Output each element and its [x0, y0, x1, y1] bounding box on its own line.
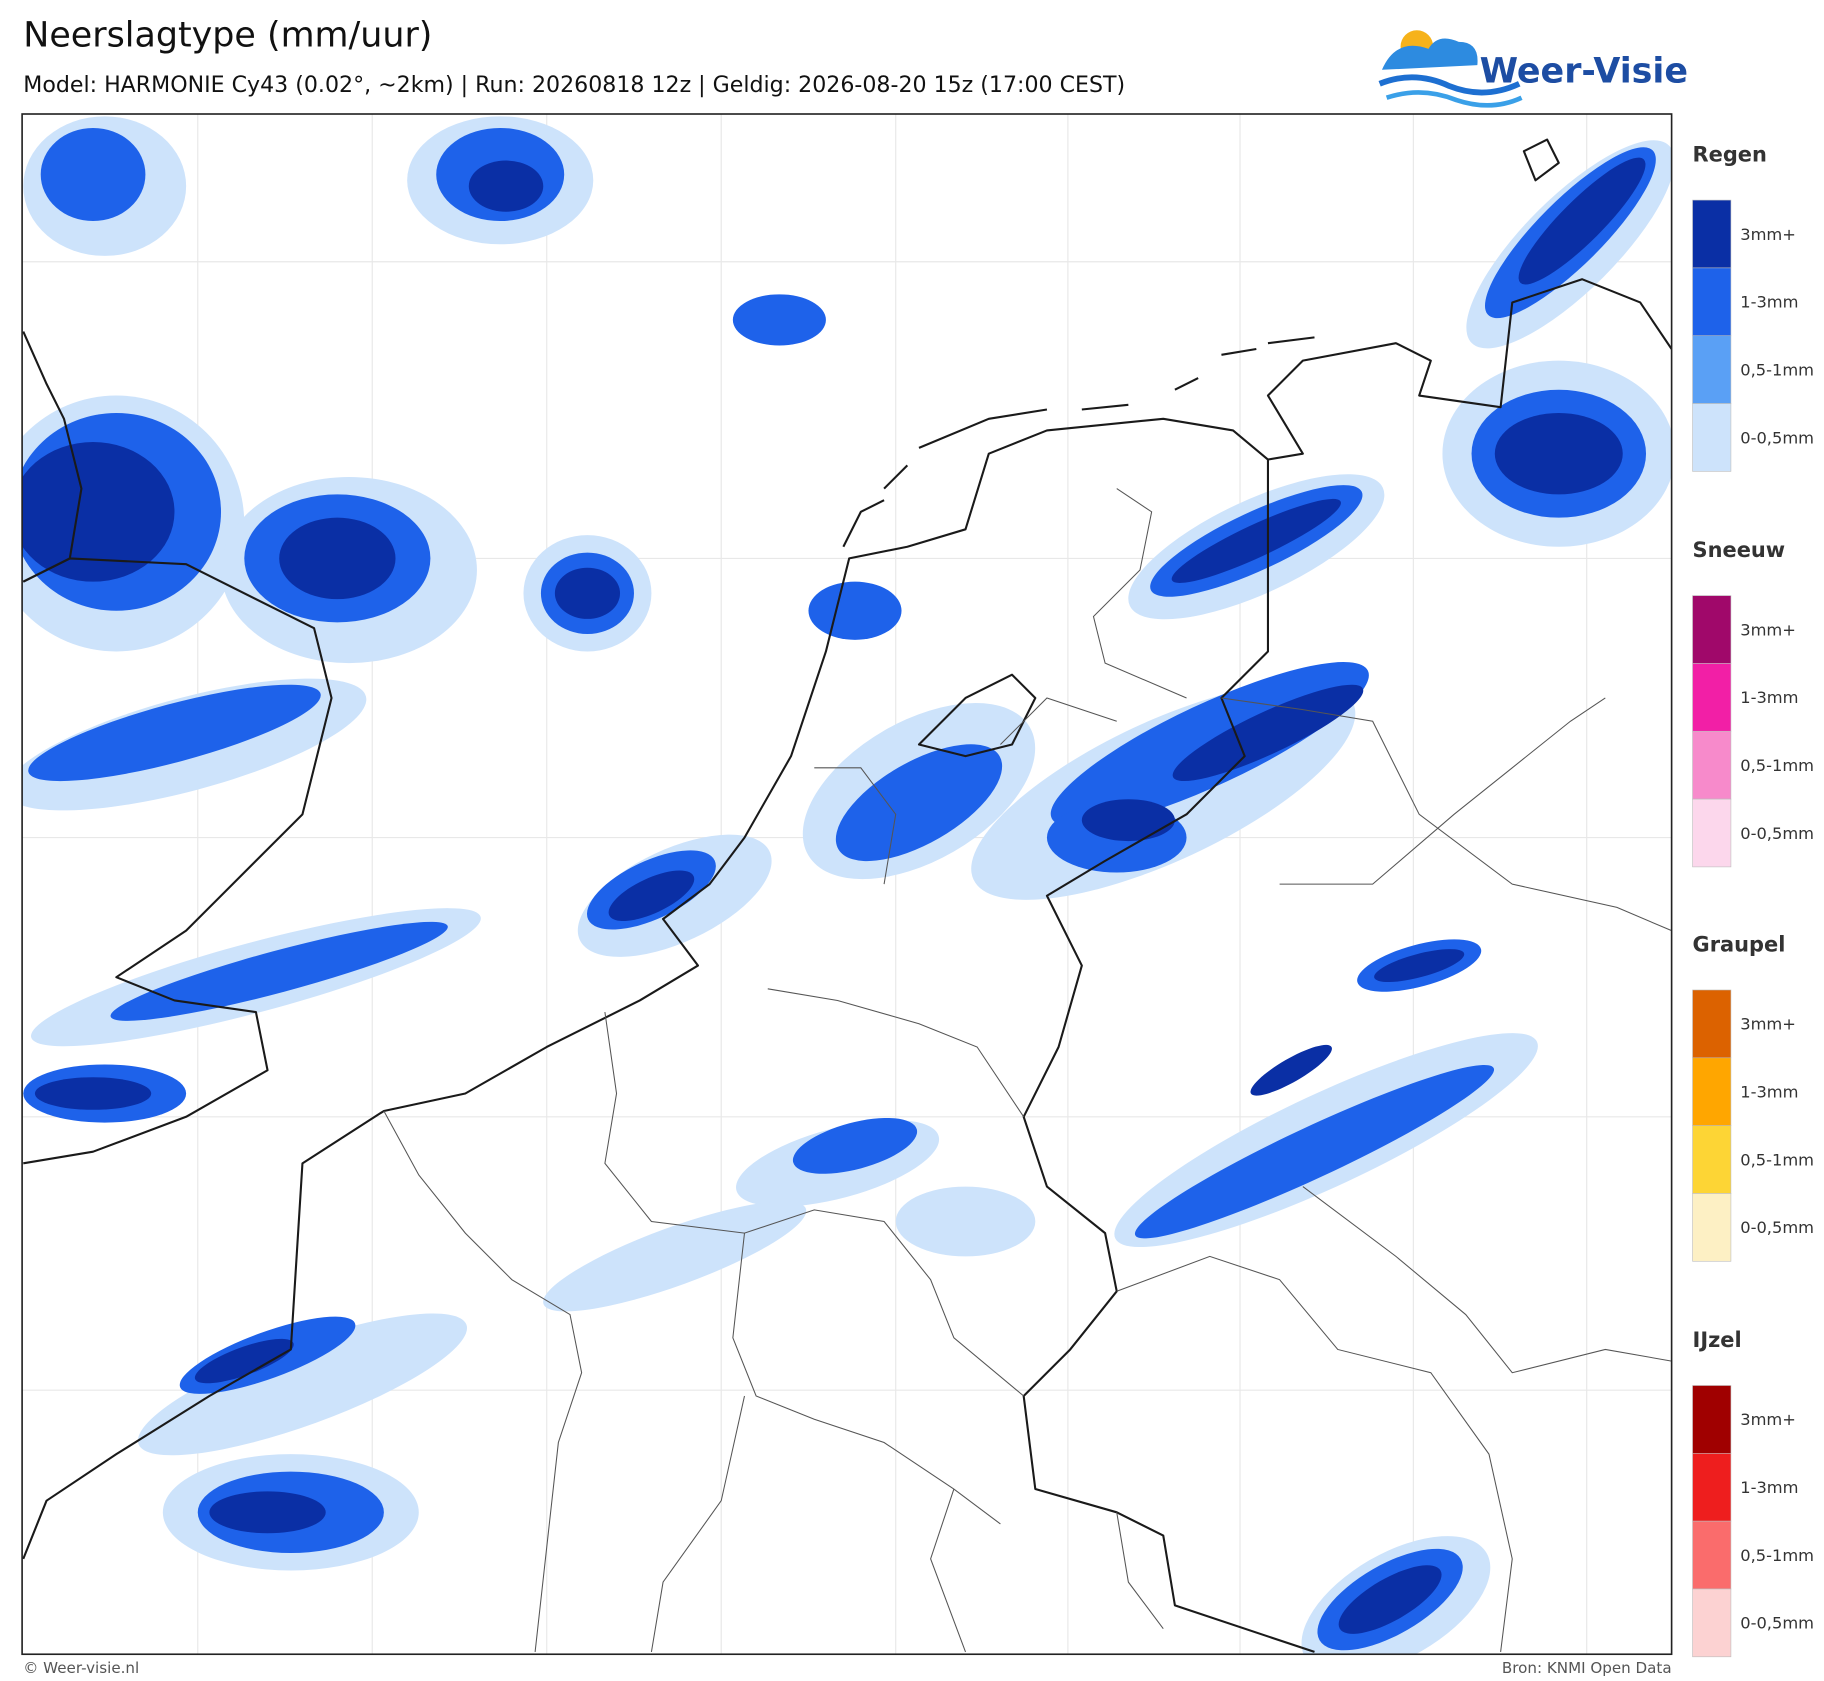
legend-swatch	[1692, 1057, 1732, 1126]
legend-label: 1-3mm	[1740, 1478, 1798, 1497]
legend-label: 1-3mm	[1740, 293, 1798, 312]
legend-swatch	[1692, 1520, 1732, 1590]
map-frame	[21, 113, 1673, 1656]
legend-label: 3mm+	[1740, 1015, 1796, 1034]
legend-title: Graupel	[1693, 933, 1786, 957]
legend-label: 3mm+	[1740, 620, 1796, 639]
footer-right: Bron: KNMI Open Data	[1502, 1659, 1672, 1677]
precipitation	[22, 116, 1672, 1655]
legend-swatch	[1692, 595, 1732, 664]
legend-swatch	[1692, 1453, 1732, 1522]
legend-swatch	[1692, 199, 1732, 269]
legend-swatch	[1692, 663, 1732, 732]
legend-label: 0-0,5mm	[1740, 428, 1814, 447]
title: Neerslagtype (mm/uur)	[23, 16, 432, 56]
legend-label: 0-0,5mm	[1740, 1614, 1814, 1633]
legend-label: 1-3mm	[1740, 1083, 1798, 1102]
legend-swatch	[1692, 335, 1732, 404]
legend-label: 0,5-1mm	[1740, 756, 1814, 775]
legend-label: 0,5-1mm	[1740, 360, 1814, 379]
legend-label: 0,5-1mm	[1740, 1150, 1814, 1169]
legend-label: 1-3mm	[1740, 688, 1798, 707]
footer-left: © Weer-visie.nl	[23, 1659, 139, 1677]
legend: Regen 3mm+ 1-3mm 0,5-1mm 0-0,5mm Sneeuw 3mm+ 1-…	[1692, 143, 1814, 1658]
legend-swatch	[1692, 798, 1732, 868]
legend-label: 0-0,5mm	[1740, 824, 1814, 843]
legend-title: Regen	[1693, 143, 1767, 167]
legend-label: 0-0,5mm	[1740, 1218, 1814, 1237]
legend-swatch	[1692, 403, 1732, 472]
map	[22, 114, 1672, 1655]
logo-text: Weer-Visie	[1480, 52, 1688, 92]
borders	[383, 488, 1672, 1653]
legend-swatch	[1692, 1588, 1732, 1658]
legend-label: 0,5-1mm	[1740, 1546, 1814, 1565]
legend-title: IJzel	[1693, 1328, 1742, 1352]
legend-label: 3mm+	[1740, 1410, 1796, 1429]
legend-swatch	[1692, 730, 1732, 800]
legend-swatch	[1692, 1125, 1732, 1194]
legend-swatch	[1692, 989, 1732, 1059]
subtitle: Model: HARMONIE Cy43 (0.02°, ~2km) | Run…	[23, 72, 1125, 98]
legend-swatch	[1692, 1385, 1732, 1454]
legend-swatch	[1692, 267, 1732, 337]
legend-label: 3mm+	[1740, 225, 1796, 244]
legend-swatch	[1692, 1193, 1732, 1262]
logo: Weer-Visie	[1378, 30, 1688, 108]
legend-title: Sneeuw	[1693, 538, 1786, 562]
